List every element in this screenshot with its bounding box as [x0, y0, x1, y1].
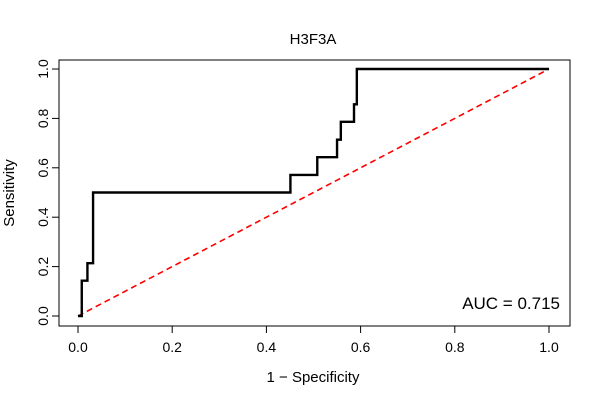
y-tick-label: 0.2	[35, 257, 51, 277]
x-axis: 0.0 0.2 0.4 0.6 0.8 1.0	[68, 325, 559, 355]
auc-annotation: AUC = 0.715	[462, 294, 560, 313]
y-axis-label: Sensitivity	[1, 159, 18, 227]
x-axis-label: 1 − Specificity	[267, 369, 360, 386]
y-tick-label: 0.4	[35, 207, 51, 227]
x-tick-label: 0.0	[68, 339, 88, 355]
chart-title: H3F3A	[290, 31, 337, 48]
x-tick-label: 0.2	[162, 339, 182, 355]
y-tick-label: 1.0	[35, 59, 51, 79]
series-layer	[77, 67, 550, 318]
y-tick-label: 0.6	[35, 158, 51, 178]
y-axis: 0.0 0.2 0.4 0.6 0.8 1.0	[35, 59, 60, 326]
x-tick-label: 0.4	[257, 339, 277, 355]
y-tick-label: 0.0	[35, 306, 51, 326]
x-tick-label: 1.0	[539, 339, 559, 355]
roc-curve-line	[78, 67, 549, 318]
y-tick-label: 0.8	[35, 108, 51, 128]
reference-diagonal-line	[77, 68, 550, 317]
x-tick-label: 0.6	[351, 339, 371, 355]
x-tick-label: 0.8	[445, 339, 465, 355]
